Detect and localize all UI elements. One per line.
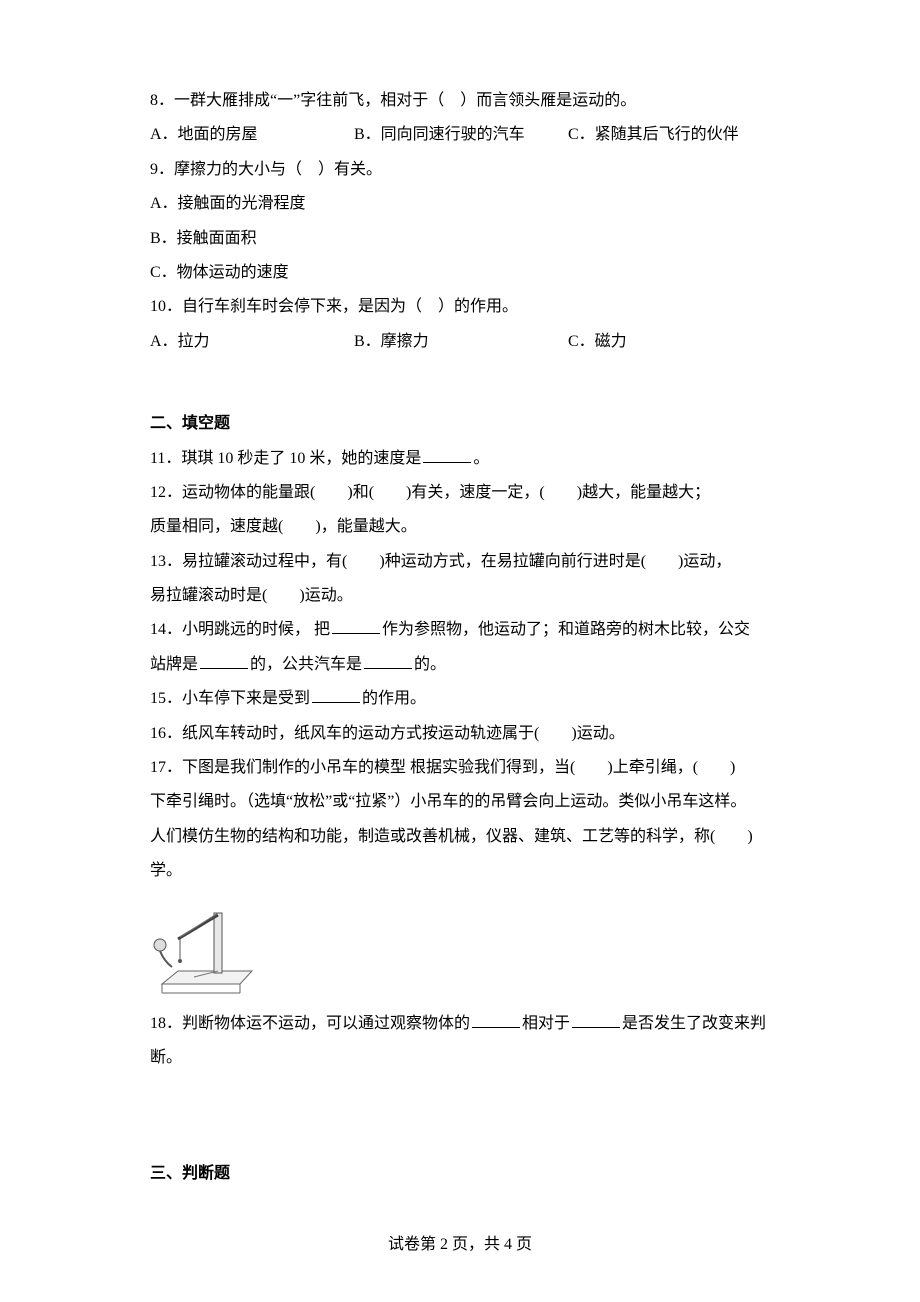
q13-e: )运动。 [299,587,352,604]
q10-options: A．拉力 B．摩擦力 C．磁力 [150,325,780,359]
q11-part-a: 11．琪琪 10 秒走了 10 米，她的速度是 [150,450,421,467]
q13-a: 13．易拉罐滚动过程中，有( [150,553,347,570]
q15-a: 15．小车停下来是受到 [150,690,310,707]
blank [364,653,412,668]
q14-a: 14．小明跳远的时候， 把 [150,621,330,638]
question-17: 17．下图是我们制作的小吊车的模型 根据实验我们得到，当( )上牵引绳，( ) … [150,751,780,889]
q10-option-b: B．摩擦力 [354,325,564,359]
blank [423,447,471,462]
q17-g: 学。 [150,862,182,879]
question-12: 12．运动物体的能量跟( )和( )有关，速度一定，( )越大，能量越大； 质量… [150,476,780,545]
q16-a: 16．纸风车转动时，纸风车的运动方式按运动轨迹属于( [150,725,539,742]
question-10: 10．自行车刹车时会停下来，是因为（ ）的作用。 A．拉力 B．摩擦力 C．磁力 [150,290,780,359]
blank [332,619,380,634]
q13-b: )种运动方式，在易拉罐向前行进时是( [379,553,646,570]
q17-e: 人们模仿生物的结构和功能，制造或改善机械，仪器、建筑、工艺等的科学，称( [150,828,715,845]
q14-c: 站牌是 [150,656,198,673]
q16-b: )运动。 [571,725,624,742]
q17-a: 17．下图是我们制作的小吊车的模型 根据实验我们得到，当( [150,759,575,776]
q14-e: 的。 [414,656,446,673]
q10-option-c: C．磁力 [568,325,748,359]
q18-a: 18．判断物体运不运动，可以通过观察物体的 [150,1015,470,1032]
question-9: 9．摩擦力的大小与（ ）有关。 A．接触面的光滑程度 B．接触面面积 C．物体运… [150,153,780,291]
question-18: 18．判断物体运不运动，可以通过观察物体的 相对于 是否发生了改变来判 断。 [150,1007,780,1076]
blank [312,688,360,703]
section-2-title: 二、填空题 [150,407,780,441]
question-11: 11．琪琪 10 秒走了 10 米，她的速度是 。 [150,442,780,476]
q13-c: )运动， [678,553,731,570]
q9-option-a: A．接触面的光滑程度 [150,187,780,221]
q8-option-a: A．地面的房屋 [150,118,350,152]
crane-icon [150,899,260,1001]
q8-options: A．地面的房屋 B．同向同速行驶的汽车 C．紧随其后飞行的伙伴 [150,118,780,152]
q12-e: 质量相同，速度越( [150,518,283,535]
q17-f: ) [747,828,752,845]
q18-c: 是否发生了改变来判 [622,1015,766,1032]
q14-b: 作为参照物，他运动了；和道路旁的树木比较，公交 [382,621,750,638]
q12-a: 12．运动物体的能量跟( [150,484,315,501]
crane-figure [150,899,260,1001]
blank [572,1012,620,1027]
q13-d: 易拉罐滚动时是( [150,587,267,604]
q12-d: )越大，能量越大； [577,484,710,501]
q9-option-c: C．物体运动的速度 [150,256,780,290]
q12-c: )有关，速度一定，( [406,484,545,501]
q17-d: 下牵引绳时。（选填“放松”或“拉紧”）小吊车的的吊臂会向上运动。类似小吊车这样。 [150,793,746,810]
q15-b: 的作用。 [362,690,426,707]
q10-option-a: A．拉力 [150,325,350,359]
q12-f: )，能量越大。 [315,518,416,535]
blank [472,1012,520,1027]
q8-option-b: B．同向同速行驶的汽车 [354,118,564,152]
question-15: 15．小车停下来是受到 的作用。 [150,682,780,716]
section-3-title: 三、判断题 [150,1157,780,1191]
q17-c: ) [730,759,735,776]
q11-part-b: 。 [473,450,489,467]
q17-b: )上牵引绳，( [607,759,698,776]
q9-stem: 9．摩擦力的大小与（ ）有关。 [150,153,780,187]
blank [200,653,248,668]
q8-stem: 8．一群大雁排成“一”字往前飞，相对于（ ）而言领头雁是运动的。 [150,84,780,118]
q18-b: 相对于 [522,1015,570,1032]
exam-page: 8．一群大雁排成“一”字往前飞，相对于（ ）而言领头雁是运动的。 A．地面的房屋… [0,0,920,1302]
q10-stem: 10．自行车刹车时会停下来，是因为（ ）的作用。 [150,290,780,324]
question-14: 14．小明跳远的时候， 把 作为参照物，他运动了；和道路旁的树木比较，公交 站牌是… [150,613,780,682]
q14-d: 的，公共汽车是 [250,656,362,673]
question-8: 8．一群大雁排成“一”字往前飞，相对于（ ）而言领头雁是运动的。 A．地面的房屋… [150,84,780,153]
question-13: 13．易拉罐滚动过程中，有( )种运动方式，在易拉罐向前行进时是( )运动， 易… [150,545,780,614]
q9-option-b: B．接触面面积 [150,222,780,256]
q8-option-c: C．紧随其后飞行的伙伴 [568,118,748,152]
page-footer: 试卷第 2 页，共 4 页 [0,1228,920,1262]
q12-b: )和( [347,484,374,501]
q18-d: 断。 [150,1049,182,1066]
question-16: 16．纸风车转动时，纸风车的运动方式按运动轨迹属于( )运动。 [150,717,780,751]
